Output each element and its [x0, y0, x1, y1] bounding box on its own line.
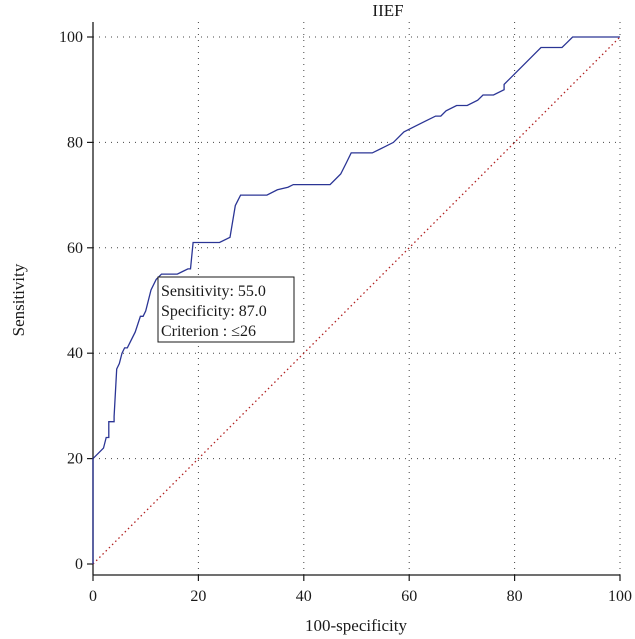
y-tick-label: 20 — [67, 451, 83, 468]
y-ticks: 0 20 40 60 80 100 — [59, 29, 93, 573]
roc-curve-line — [92, 36, 620, 564]
annotation-sensitivity: Sensitivity: 55.0 — [161, 283, 266, 300]
x-tick-label: 0 — [89, 588, 97, 605]
y-tick-label: 80 — [67, 134, 83, 151]
x-axis-label: 100-specificity — [305, 616, 407, 635]
annotation-specificity: Specificity: 87.0 — [161, 303, 267, 320]
y-tick-label: 0 — [75, 556, 83, 573]
y-tick-label: 40 — [67, 345, 83, 362]
y-tick-label: 100 — [59, 29, 83, 46]
chart-title: IIEF — [372, 1, 403, 20]
y-axis-label: Sensitivity — [9, 263, 28, 336]
x-ticks: 0 20 40 60 80 100 — [89, 575, 632, 605]
criterion-annotation: Sensitivity: 55.0 Specificity: 87.0 Crit… — [157, 276, 295, 343]
annotation-box — [157, 276, 295, 343]
x-tick-label: 80 — [507, 588, 523, 605]
x-tick-label: 100 — [608, 588, 632, 605]
annotation-criterion: Criterion : ≤26 — [161, 323, 256, 340]
x-tick-label: 60 — [401, 588, 417, 605]
reference-diagonal-line — [92, 36, 621, 565]
x-tick-label: 40 — [296, 588, 312, 605]
y-tick-label: 60 — [67, 240, 83, 257]
x-tick-label: 20 — [190, 588, 206, 605]
